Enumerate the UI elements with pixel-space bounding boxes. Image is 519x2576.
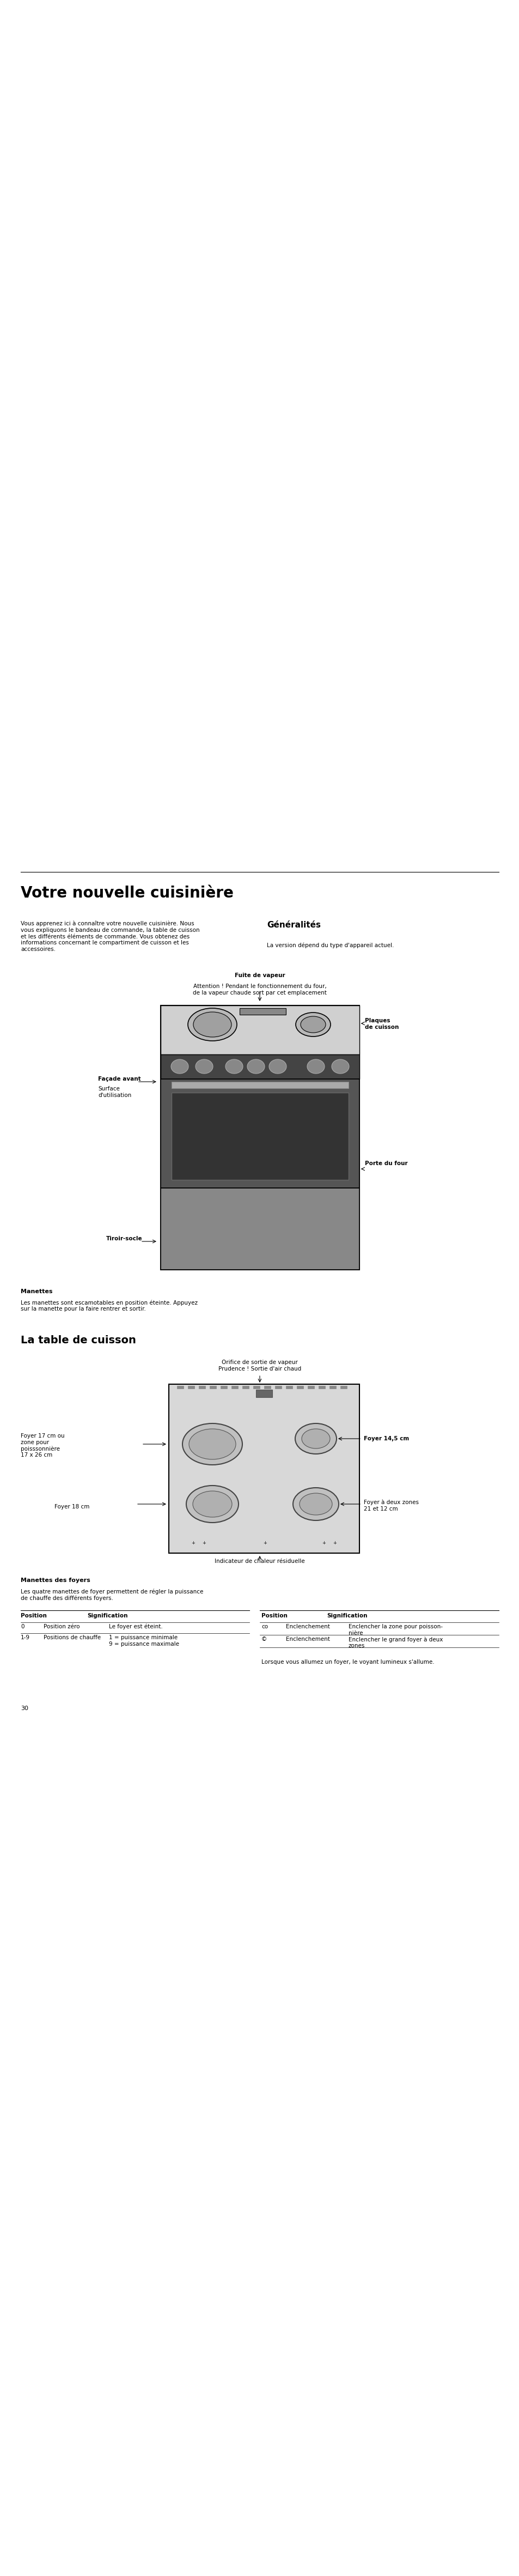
Text: Manettes: Manettes	[21, 1288, 52, 1293]
Text: Foyer 17 cm ou
zone pour
poisssonnière
17 x 26 cm: Foyer 17 cm ou zone pour poisssonnière 1…	[21, 1432, 64, 1458]
Bar	[199, 1386, 205, 1388]
Ellipse shape	[182, 1425, 242, 1466]
Ellipse shape	[269, 1059, 286, 1074]
Ellipse shape	[331, 1059, 349, 1074]
Text: Position: Position	[21, 1613, 47, 1618]
Text: Foyer à deux zones
21 et 12 cm: Foyer à deux zones 21 et 12 cm	[363, 1499, 418, 1512]
Bar	[307, 1386, 314, 1388]
Ellipse shape	[186, 1486, 238, 1522]
Ellipse shape	[302, 1430, 330, 1448]
Text: Signification: Signification	[326, 1613, 367, 1618]
Text: Enclenchement: Enclenchement	[285, 1623, 330, 1631]
Bar	[256, 1388, 272, 1396]
Text: Positions de chauffe: Positions de chauffe	[44, 1636, 101, 1641]
Ellipse shape	[295, 1425, 336, 1453]
Ellipse shape	[293, 1489, 338, 1520]
Text: Les manettes sont escamotables en position éteinte. Appuyez
sur la manette pour : Les manettes sont escamotables en positi…	[21, 1301, 198, 1311]
Ellipse shape	[225, 1059, 243, 1074]
Text: 30: 30	[21, 1705, 29, 1710]
Text: Votre nouvelle cuisinière: Votre nouvelle cuisinière	[21, 886, 234, 902]
Text: 1 = puissance minimale
9 = puissance maximale: 1 = puissance minimale 9 = puissance max…	[109, 1636, 179, 1646]
Bar	[188, 1386, 194, 1388]
Text: Généralités: Généralités	[267, 922, 320, 930]
Bar	[221, 1386, 227, 1388]
Ellipse shape	[307, 1059, 324, 1074]
Text: co: co	[261, 1623, 268, 1631]
Text: Foyer 14,5 cm: Foyer 14,5 cm	[363, 1435, 408, 1443]
Bar	[296, 1386, 303, 1388]
Text: Manettes des foyers: Manettes des foyers	[21, 1577, 90, 1584]
Text: Orifice de sortie de vapeur
Prudence ! Sortie d'air chaud: Orifice de sortie de vapeur Prudence ! S…	[218, 1360, 301, 1370]
Text: Surface
d'utilisation: Surface d'utilisation	[98, 1087, 131, 1097]
Bar	[231, 1386, 238, 1388]
Text: Signification: Signification	[87, 1613, 128, 1618]
Text: +: +	[322, 1540, 325, 1546]
Ellipse shape	[193, 1492, 232, 1517]
Text: +: +	[263, 1540, 267, 1546]
Ellipse shape	[295, 1012, 330, 1036]
Text: Position: Position	[261, 1613, 287, 1618]
Bar	[171, 1082, 348, 1087]
Ellipse shape	[195, 1059, 213, 1074]
Bar	[340, 1386, 347, 1388]
Bar	[239, 1007, 285, 1015]
Ellipse shape	[171, 1059, 188, 1074]
Bar	[160, 1005, 359, 1270]
Bar	[242, 1386, 249, 1388]
Ellipse shape	[301, 1018, 325, 1033]
Ellipse shape	[189, 1430, 236, 1461]
Text: Le foyer est éteint.: Le foyer est éteint.	[109, 1623, 162, 1631]
Bar	[171, 1092, 348, 1180]
Text: Enclencher le grand foyer à deux
zones: Enclencher le grand foyer à deux zones	[348, 1636, 443, 1649]
Text: La table de cuisson: La table de cuisson	[21, 1334, 136, 1345]
Text: Les quatre manettes de foyer permettent de régler la puissance
de chauffe des di: Les quatre manettes de foyer permettent …	[21, 1589, 203, 1600]
Text: 0: 0	[21, 1623, 24, 1631]
Text: +: +	[192, 1540, 195, 1546]
Text: Foyer 18 cm: Foyer 18 cm	[54, 1504, 89, 1510]
Bar	[160, 1005, 359, 1054]
Text: +: +	[202, 1540, 206, 1546]
Bar	[264, 1386, 270, 1388]
Text: Indicateur de chaleur résiduelle: Indicateur de chaleur résiduelle	[214, 1558, 305, 1564]
Text: Enclenchement: Enclenchement	[285, 1636, 330, 1641]
Bar	[253, 1386, 260, 1388]
Bar	[160, 1054, 359, 1079]
Ellipse shape	[193, 1012, 231, 1038]
Text: Façade avant: Façade avant	[98, 1077, 141, 1082]
Bar	[318, 1386, 325, 1388]
Text: La version dépend du type d'appareil actuel.: La version dépend du type d'appareil act…	[267, 943, 393, 948]
Text: Enclencher la zone pour poisson-
nière: Enclencher la zone pour poisson- nière	[348, 1623, 442, 1636]
Bar	[160, 1188, 359, 1270]
Text: Tiroir-socle: Tiroir-socle	[106, 1236, 142, 1242]
Bar	[210, 1386, 216, 1388]
Ellipse shape	[188, 1007, 237, 1041]
Text: Position zéro: Position zéro	[44, 1623, 80, 1631]
Bar	[177, 1386, 183, 1388]
Text: 1-9: 1-9	[21, 1636, 30, 1641]
Ellipse shape	[299, 1494, 332, 1515]
Text: ©: ©	[261, 1636, 267, 1641]
Text: Attention ! Pendant le fonctionnement du four,
de la vapeur chaude sort par cet : Attention ! Pendant le fonctionnement du…	[193, 984, 326, 994]
Text: Plaques
de cuisson: Plaques de cuisson	[364, 1018, 399, 1030]
Bar	[169, 1383, 359, 1553]
Bar	[160, 1079, 359, 1188]
Text: Fuite de vapeur: Fuite de vapeur	[234, 974, 285, 979]
Bar	[329, 1386, 336, 1388]
Text: +: +	[333, 1540, 336, 1546]
Text: Lorsque vous allumez un foyer, le voyant lumineux s'allume.: Lorsque vous allumez un foyer, le voyant…	[261, 1659, 434, 1664]
Bar	[285, 1386, 292, 1388]
Text: Vous apprenez ici à connaître votre nouvelle cuisinière. Nous
vous expliquons le: Vous apprenez ici à connaître votre nouv…	[21, 922, 199, 953]
Text: Porte du four: Porte du four	[364, 1162, 407, 1167]
Ellipse shape	[247, 1059, 264, 1074]
Bar	[275, 1386, 281, 1388]
